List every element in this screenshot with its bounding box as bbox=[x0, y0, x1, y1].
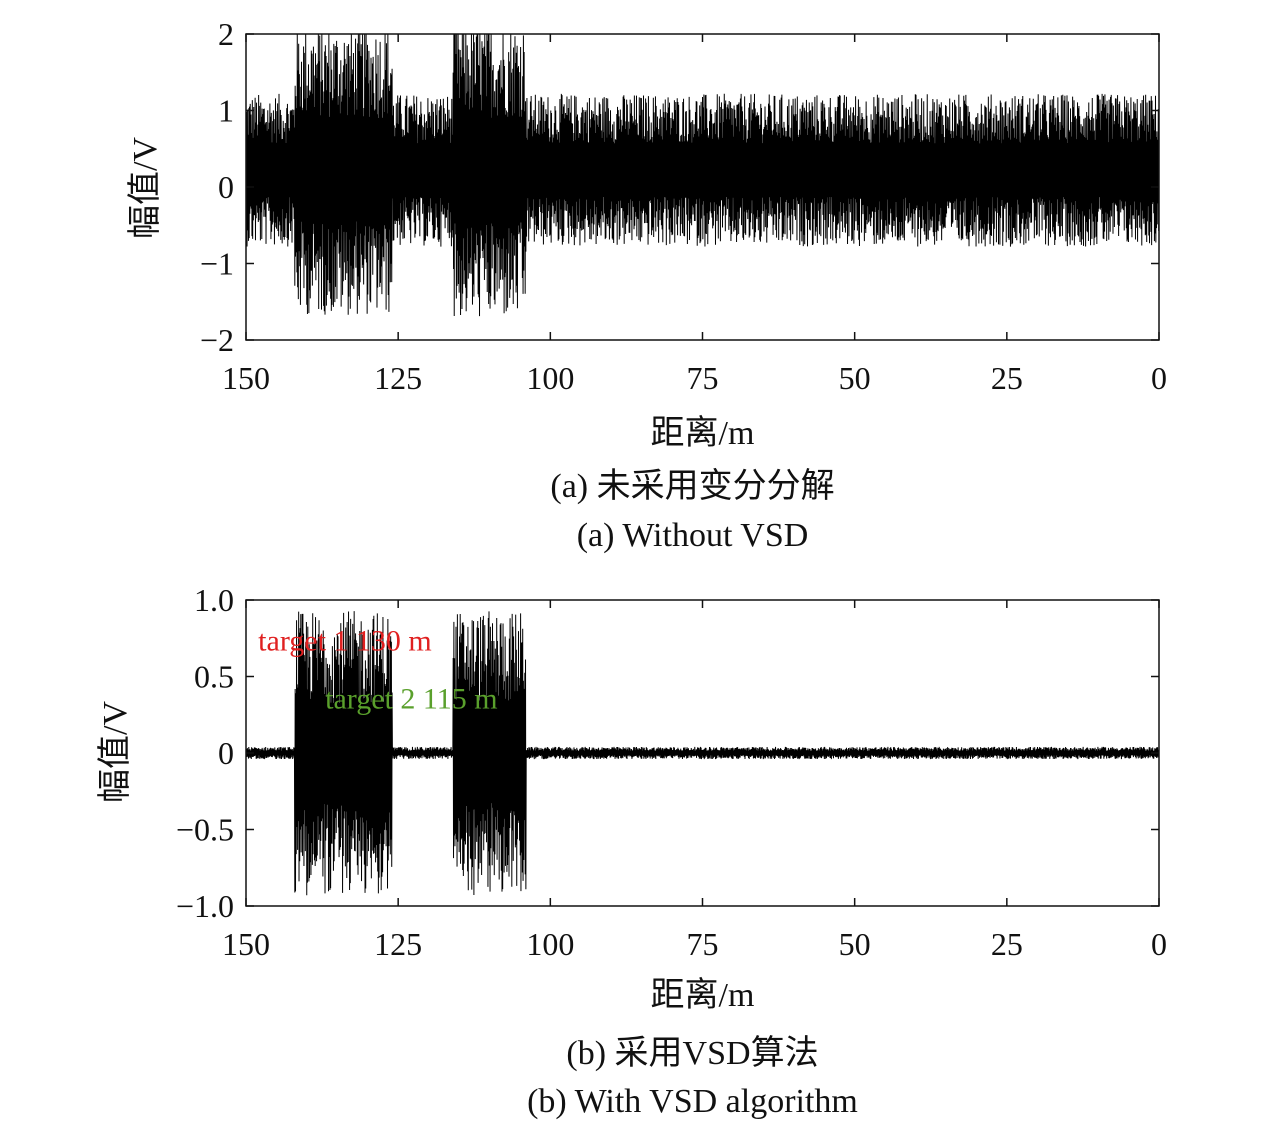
y-axis-label: 幅值/V bbox=[126, 137, 164, 239]
x-tick-label: 150 bbox=[222, 360, 270, 396]
caption-chinese: (a) 未采用变分分解 bbox=[550, 467, 834, 505]
x-tick-label: 150 bbox=[222, 926, 270, 962]
y-tick-label: −0.5 bbox=[176, 812, 234, 848]
panel-b-with-vsd: 150 125 100 75 50 25 0 1.0 0.5 0 −0.5 −1.0 距离/m 幅值/V (… bbox=[96, 582, 1167, 1120]
y-tick-label: −1 bbox=[200, 246, 234, 282]
x-axis-label: 距离/m bbox=[651, 976, 755, 1014]
y-tick-label: 0 bbox=[218, 169, 234, 205]
x-tick-label: 75 bbox=[687, 360, 719, 396]
x-tick-label: 50 bbox=[839, 360, 871, 396]
signal-trace bbox=[245, 33, 1160, 317]
x-tick-label: 75 bbox=[687, 926, 719, 962]
y-tick-label: 0 bbox=[218, 735, 234, 771]
x-axis-label: 距离/m bbox=[651, 414, 755, 452]
target-annotation-1: target 1 130 m bbox=[258, 624, 432, 657]
y-tick-label: 2 bbox=[218, 16, 234, 52]
caption-english: (a) Without VSD bbox=[577, 517, 809, 554]
y-tick-label: 1.0 bbox=[194, 582, 234, 618]
y-tick-label: −2 bbox=[200, 322, 234, 358]
x-tick-label: 50 bbox=[839, 926, 871, 962]
x-tick-label: 25 bbox=[991, 926, 1023, 962]
y-tick-label: 1 bbox=[218, 93, 234, 129]
y-axis-label: 幅值/V bbox=[96, 701, 134, 803]
caption-chinese: (b) 采用VSD算法 bbox=[566, 1034, 818, 1072]
x-tick-label: 0 bbox=[1151, 926, 1167, 962]
x-tick-label: 125 bbox=[374, 926, 422, 962]
target-annotation-2: target 2 115 m bbox=[325, 683, 497, 716]
panel-a-without-vsd: 150 125 100 75 50 25 0 2 1 0 −1 −2 距离/m 幅值/V (a) 未采用变分… bbox=[126, 16, 1167, 554]
x-tick-label: 25 bbox=[991, 360, 1023, 396]
y-tick-label: −1.0 bbox=[176, 888, 234, 924]
x-tick-label: 100 bbox=[526, 926, 574, 962]
caption-english: (b) With VSD algorithm bbox=[527, 1083, 858, 1120]
y-tick-label: 0.5 bbox=[194, 659, 234, 695]
x-tick-label: 0 bbox=[1151, 360, 1167, 396]
x-tick-label: 125 bbox=[374, 360, 422, 396]
x-tick-label: 100 bbox=[526, 360, 574, 396]
signal-trace bbox=[245, 611, 1160, 896]
